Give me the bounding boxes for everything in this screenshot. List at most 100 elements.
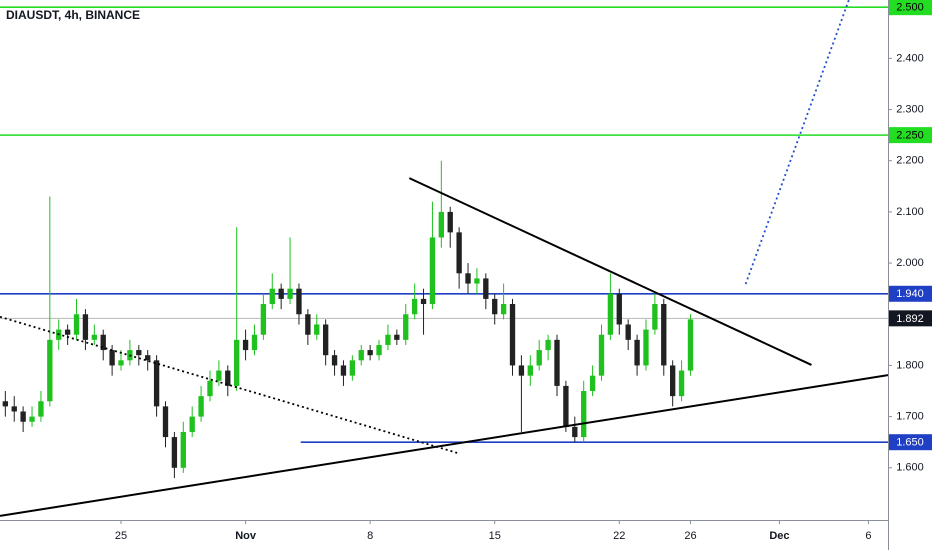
chart-title: DIAUSDT, 4h, BINANCE <box>6 8 140 22</box>
candle-body <box>411 298 418 315</box>
candle-body <box>394 334 400 340</box>
x-tick-label: 6 <box>865 530 871 542</box>
candle-body <box>234 339 240 386</box>
candle-body <box>225 370 231 386</box>
candle-body <box>251 334 258 351</box>
candle-body <box>625 324 631 340</box>
candle-body <box>545 339 551 351</box>
x-tick-label: 26 <box>684 530 696 542</box>
candle-body <box>296 288 302 315</box>
candle-body <box>100 334 106 351</box>
candle-body <box>29 416 35 422</box>
y-tick-label: 1.800 <box>896 359 924 371</box>
candle-body <box>358 350 364 361</box>
level-label-bg <box>889 285 932 302</box>
candle-body <box>38 401 44 417</box>
candle-body <box>171 437 178 468</box>
x-tick-label: Nov <box>235 530 257 542</box>
candle-body <box>474 278 480 284</box>
level-label-bg <box>889 434 932 451</box>
candle-body <box>678 370 685 397</box>
last-price-label: 1.892 <box>896 313 924 325</box>
candle-body <box>2 401 9 407</box>
y-tick-label: 2.000 <box>896 257 924 269</box>
candle-body <box>189 416 195 432</box>
candle-body <box>287 288 293 299</box>
plot-area <box>0 0 888 517</box>
y-tick-label: 2.400 <box>896 52 924 64</box>
candle-body <box>153 360 160 407</box>
candle-body <box>403 314 409 340</box>
x-tick-label: 15 <box>489 530 501 542</box>
candle-body <box>367 350 373 356</box>
x-tick-label: 22 <box>613 530 625 542</box>
level-label-bg <box>889 0 932 16</box>
candle-body <box>340 365 347 376</box>
candle-body <box>73 314 80 335</box>
candle-body <box>47 339 53 402</box>
level-label: 2.250 <box>896 130 924 142</box>
candle-body <box>492 298 498 315</box>
candle-body <box>652 304 658 330</box>
candle-body <box>109 350 115 366</box>
candle-body <box>643 329 649 366</box>
candle-body <box>145 355 151 361</box>
candle-body <box>447 211 453 233</box>
candle-body <box>420 298 427 305</box>
candle-body <box>554 339 560 386</box>
candle-body <box>527 365 533 376</box>
candle-body <box>322 324 329 356</box>
y-tick-label: 2.100 <box>896 206 924 218</box>
candle-body <box>661 304 667 366</box>
candle-body <box>331 355 338 366</box>
candle-body <box>91 334 97 340</box>
y-tick-label: 1.600 <box>896 462 924 474</box>
y-tick-label: 2.300 <box>896 103 924 115</box>
candle-body <box>278 288 284 299</box>
candle-body <box>536 350 542 366</box>
candle-body <box>581 391 587 438</box>
candle-body <box>607 293 614 335</box>
candle-body <box>82 314 89 340</box>
candle-body <box>500 304 507 315</box>
candle-body <box>634 339 640 366</box>
trend-line <box>408 177 812 366</box>
x-tick-label: 8 <box>367 530 373 542</box>
candle-body <box>572 426 578 438</box>
candle-body <box>598 334 605 376</box>
trend-line <box>744 0 850 285</box>
candle-body <box>385 334 391 345</box>
candle-body <box>563 385 569 427</box>
candle-body <box>589 375 596 392</box>
candle-body <box>438 211 444 238</box>
candle-body <box>269 288 275 305</box>
candle-body <box>349 360 356 376</box>
candle-body <box>118 360 124 366</box>
candle-body <box>687 319 694 371</box>
candle-body <box>11 406 17 412</box>
candle-body <box>64 329 71 335</box>
axes: 1.600 1.700 1.800 2.000 2.100 2.200 2.300 2.400… <box>115 0 932 542</box>
level-label: 1.650 <box>896 437 924 449</box>
candle-body <box>260 304 267 335</box>
candle-body <box>670 365 676 397</box>
y-tick-label: 2.200 <box>896 155 924 167</box>
x-tick-label: Dec <box>769 530 789 542</box>
candle-body <box>465 273 471 284</box>
last-price-label-bg <box>889 310 932 327</box>
candle-body <box>198 396 204 417</box>
candle-body <box>376 344 382 356</box>
candle-body <box>216 370 222 381</box>
candle-body <box>242 339 249 351</box>
candle-body <box>207 380 213 397</box>
candle-body <box>136 350 142 356</box>
candle-body <box>20 411 26 422</box>
candle-body <box>314 324 320 335</box>
candle-body <box>518 365 525 376</box>
level-label: 1.940 <box>896 288 924 300</box>
candle-body <box>305 314 311 335</box>
candle-body <box>509 304 516 366</box>
x-tick-label: 25 <box>115 530 127 542</box>
candle-body <box>429 237 436 305</box>
